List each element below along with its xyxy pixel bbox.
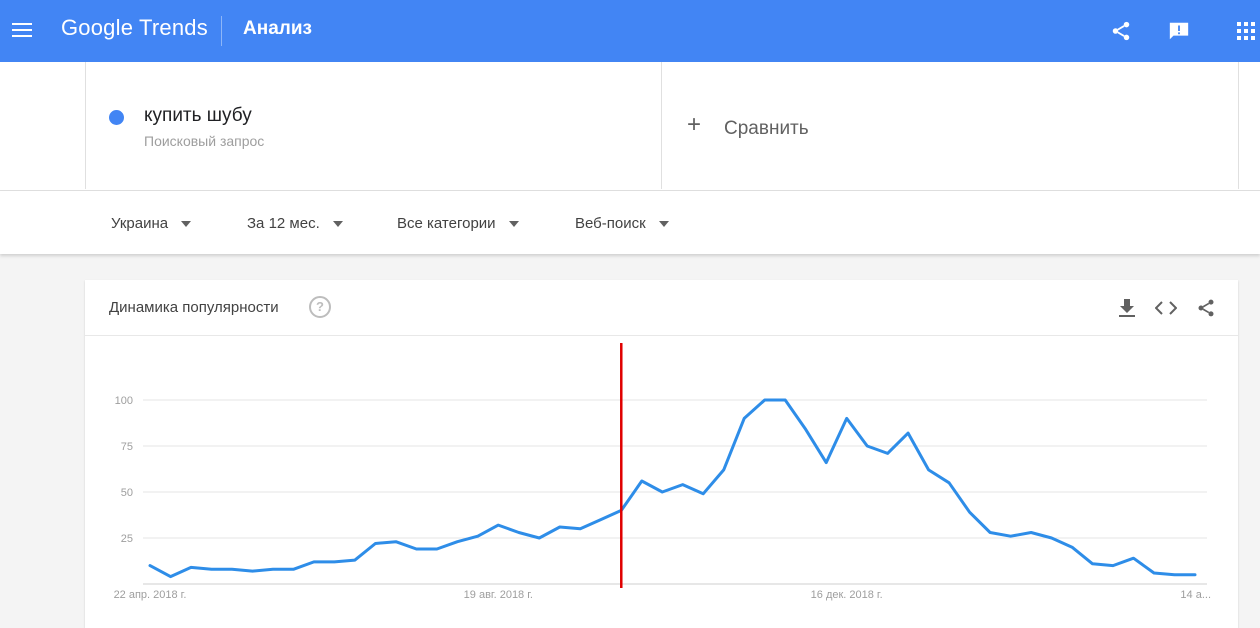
embed-code-icon[interactable]	[1154, 296, 1178, 320]
dropdown-caret-icon	[332, 220, 343, 227]
compare-label: Сравнить	[724, 118, 809, 139]
y-tick-label: 100	[115, 395, 133, 407]
filter-region-label: Украина	[111, 215, 169, 232]
google-trends-logo[interactable]: Google Trends	[61, 15, 208, 40]
top-app-bar: Google Trends Анализ	[0, 0, 1260, 62]
filter-bar: Украина За 12 мес. Все категории Веб-пои…	[0, 191, 1260, 254]
y-tick-label: 25	[121, 533, 133, 545]
share-icon[interactable]	[1194, 296, 1218, 320]
search-term-name[interactable]: купить шубу	[144, 105, 252, 126]
search-terms-panel: купить шубу Поисковый запрос + Сравнить	[0, 62, 1260, 191]
term-color-dot	[109, 110, 124, 125]
filter-region[interactable]: Украина	[111, 215, 192, 232]
header-divider	[221, 16, 222, 46]
filter-time-label: За 12 мес.	[247, 215, 320, 232]
dropdown-caret-icon	[658, 220, 669, 227]
line-chart[interactable]: 25 50 75 100 22 апр. 2018 г. 19 авг. 2018 г. 1…	[85, 280, 1238, 628]
help-icon[interactable]: ?	[309, 296, 331, 318]
plus-icon: +	[687, 111, 702, 138]
search-term-type: Поисковый запрос	[144, 133, 265, 149]
x-tick-label: 14 а...	[1180, 589, 1211, 601]
dropdown-caret-icon	[181, 220, 192, 227]
download-icon[interactable]	[1115, 296, 1139, 320]
series-line	[148, 398, 1197, 579]
interest-over-time-card: Динамика популярности ? 25 50 75 100 22 апр.…	[85, 280, 1238, 628]
filter-category[interactable]: Все категории	[397, 215, 519, 232]
menu-icon[interactable]	[12, 20, 32, 40]
y-tick-label: 50	[121, 487, 133, 499]
feedback-icon[interactable]	[1164, 16, 1194, 46]
x-tick-label: 22 апр. 2018 г.	[114, 589, 187, 601]
share-icon[interactable]	[1106, 16, 1136, 46]
dropdown-caret-icon	[508, 220, 519, 227]
card-header: Динамика популярности ?	[85, 280, 1238, 336]
filter-category-label: Все категории	[397, 215, 496, 232]
x-tick-label: 19 авг. 2018 г.	[464, 589, 533, 601]
apps-grid-icon[interactable]	[1231, 16, 1260, 46]
filter-time-range[interactable]: За 12 мес.	[247, 215, 343, 232]
card-title: Динамика популярности	[109, 299, 279, 316]
x-tick-label: 16 дек. 2018 г.	[811, 589, 883, 601]
compare-button[interactable]: + Сравнить	[661, 62, 1239, 189]
search-term-card[interactable]: купить шубу Поисковый запрос	[85, 62, 662, 189]
page-title: Анализ	[243, 18, 312, 39]
filter-search-type[interactable]: Веб-поиск	[575, 215, 669, 232]
filter-search-type-label: Веб-поиск	[575, 215, 646, 232]
y-tick-label: 75	[121, 441, 133, 453]
